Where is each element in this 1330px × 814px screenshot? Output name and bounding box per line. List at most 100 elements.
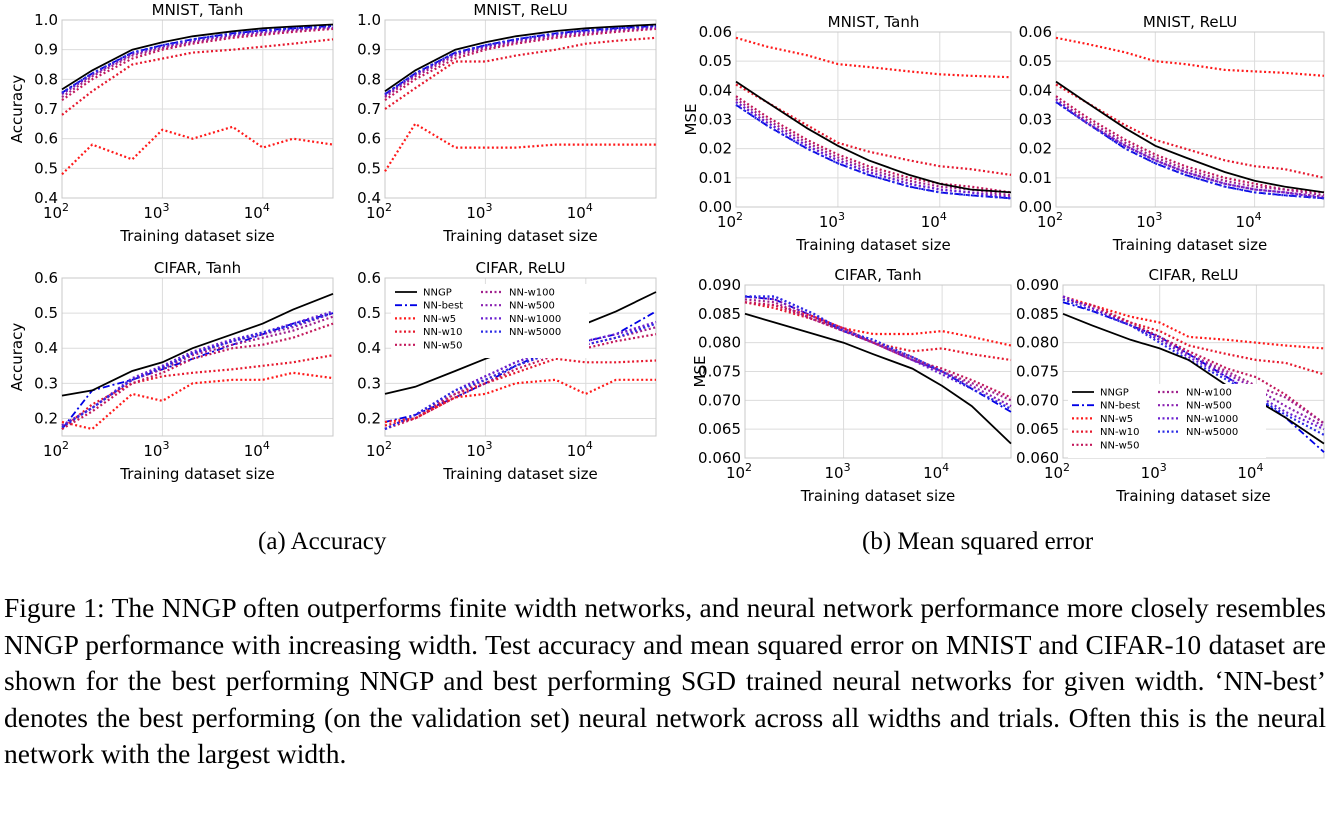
chart-title: CIFAR, Tanh xyxy=(154,259,241,277)
series-line-nn-best xyxy=(384,310,657,423)
y-tick-label: 0.070 xyxy=(1016,391,1059,409)
x-tick-label: 104 xyxy=(923,461,949,482)
series-line-nn-w100 xyxy=(61,315,334,427)
legend-box xyxy=(391,284,589,358)
series-line-nn-w50 xyxy=(1062,298,1325,425)
y-axis-label: Accuracy xyxy=(8,323,26,392)
series-line-nn-w5 xyxy=(384,122,656,172)
y-tick-label: 0.060 xyxy=(1016,449,1059,467)
chart-title: MNIST, Tanh xyxy=(152,1,244,19)
series-line-nngp xyxy=(744,312,1012,445)
y-tick-label: 0.8 xyxy=(357,70,381,88)
x-tick-label: 102 xyxy=(366,201,392,222)
x-tick-exponent: 4 xyxy=(586,201,593,214)
x-tick-label: 103 xyxy=(143,439,169,460)
legend-label: NN-w5 xyxy=(423,314,456,325)
chart-panel-6: 0.00 0.01 0.02 0.03 0.04 0.05 0.06 102 103 104 MNI… xyxy=(1019,13,1325,254)
series-line-nngp xyxy=(61,23,334,91)
y-tick-label: 0.05 xyxy=(699,52,732,70)
series-line-nn-w5 xyxy=(1062,295,1325,350)
y-tick-label: 0.090 xyxy=(698,276,741,294)
y-tick-label: 0.5 xyxy=(357,159,381,177)
series-line-nn-w50 xyxy=(61,322,334,430)
chart-panel-8: 0.060 0.065 0.070 0.075 0.080 0.085 0.090 102 10… xyxy=(1016,266,1325,505)
y-tick-label: 0.6 xyxy=(357,130,381,148)
y-axis-label: MSE xyxy=(682,104,700,136)
series-line-nn-w5000 xyxy=(61,24,334,94)
series-line-nn-w50 xyxy=(61,27,334,102)
y-tick-label: 0.00 xyxy=(1019,198,1052,216)
x-tick-exponent: 4 xyxy=(586,439,593,452)
x-axis-label: Training dataset size xyxy=(800,487,956,505)
x-tick-exponent: 4 xyxy=(1255,210,1262,223)
y-tick-label: 0.4 xyxy=(34,189,58,207)
x-tick-exponent: 4 xyxy=(940,210,947,223)
x-tick-label: 102 xyxy=(717,210,743,231)
y-tick-label: 1.0 xyxy=(34,11,58,29)
series-line-nn-w10 xyxy=(61,354,334,430)
y-tick-label: 0.085 xyxy=(698,305,741,323)
legend-label: NN-w100 xyxy=(509,288,555,299)
x-axis-label: Training dataset size xyxy=(1115,487,1271,505)
series-line-nngp xyxy=(61,292,334,397)
subcaption-a: (a) Accuracy xyxy=(258,528,387,555)
legend-label: NN-w100 xyxy=(1186,388,1232,399)
series-line-nn-w100 xyxy=(1055,98,1325,197)
x-tick-label: 104 xyxy=(1237,461,1263,482)
legend-label: NN-w10 xyxy=(423,327,462,338)
legend-label: NN-w50 xyxy=(1100,440,1139,451)
y-tick-label: 0.2 xyxy=(357,409,381,427)
series-line-nn-w100 xyxy=(61,26,334,99)
x-tick-label: 103 xyxy=(1141,461,1167,482)
x-tick-exponent: 3 xyxy=(485,439,492,452)
legend-label: NN-w1000 xyxy=(1186,414,1238,425)
y-tick-label: 0.5 xyxy=(34,304,58,322)
series-line-nn-w10 xyxy=(384,357,657,427)
y-tick-label: 0.5 xyxy=(357,304,381,322)
y-tick-label: 0.00 xyxy=(699,198,732,216)
y-tick-label: 0.9 xyxy=(357,41,381,59)
chart-title: MNIST, ReLU xyxy=(1143,13,1237,31)
series-line-nn-w5 xyxy=(384,378,656,424)
series-line-nn-best xyxy=(1055,101,1325,200)
x-tick-exponent: 4 xyxy=(263,201,270,214)
legend-label: NN-best xyxy=(423,301,463,312)
y-tick-label: 0.04 xyxy=(699,81,732,99)
figure: 0.4 0.5 0.6 0.7 0.8 0.9 1.0 102 103 104 MNIST, Tan… xyxy=(8,1,1325,505)
series-line-nn-w5 xyxy=(1055,36,1325,77)
x-tick-exponent: 3 xyxy=(162,201,169,214)
plot-frame xyxy=(1055,31,1325,208)
y-tick-label: 0.01 xyxy=(699,169,732,187)
y-tick-label: 0.085 xyxy=(1016,305,1059,323)
series-line-nn-w500 xyxy=(735,101,1012,198)
series-line-nn-w1000 xyxy=(61,310,334,427)
y-tick-label: 0.02 xyxy=(1019,140,1052,158)
legend-label: NN-w5 xyxy=(1100,414,1133,425)
x-tick-exponent: 2 xyxy=(1056,210,1063,223)
legend: NNGP NN-best NN-w5 NN-w10 NN-w50 NN-w100 NN-w5… xyxy=(391,284,589,358)
x-tick-label: 104 xyxy=(567,439,593,460)
y-tick-label: 0.6 xyxy=(34,130,58,148)
x-tick-exponent: 2 xyxy=(736,210,743,223)
series-line-nn-w100 xyxy=(735,98,1012,197)
x-tick-exponent: 2 xyxy=(1063,461,1070,474)
series-line-nn-w50 xyxy=(384,27,657,102)
y-tick-label: 0.05 xyxy=(1019,52,1052,70)
x-tick-exponent: 4 xyxy=(942,461,949,474)
x-tick-exponent: 2 xyxy=(385,439,392,452)
x-axis-label: Training dataset size xyxy=(442,227,598,245)
y-axis-label: MSE xyxy=(691,356,709,388)
series-line-nn-w5000 xyxy=(735,103,1012,200)
x-tick-label: 104 xyxy=(244,201,270,222)
series-line-nn-w5 xyxy=(61,125,334,176)
y-tick-label: 0.060 xyxy=(698,449,741,467)
legend-label: NN-w5000 xyxy=(509,327,561,338)
series-line-nn-w5 xyxy=(61,371,334,431)
series-line-nn-best xyxy=(384,25,657,95)
plot-frame xyxy=(735,31,1012,208)
y-tick-label: 0.075 xyxy=(698,363,741,381)
y-tick-label: 0.3 xyxy=(357,374,381,392)
x-axis-label: Training dataset size xyxy=(442,465,598,483)
chart-panel-7: 0.060 0.065 0.070 0.075 0.080 0.085 0.090 102 10… xyxy=(691,266,1012,505)
figure-caption: Figure 1: The NNGP often outperforms fin… xyxy=(4,592,1326,769)
